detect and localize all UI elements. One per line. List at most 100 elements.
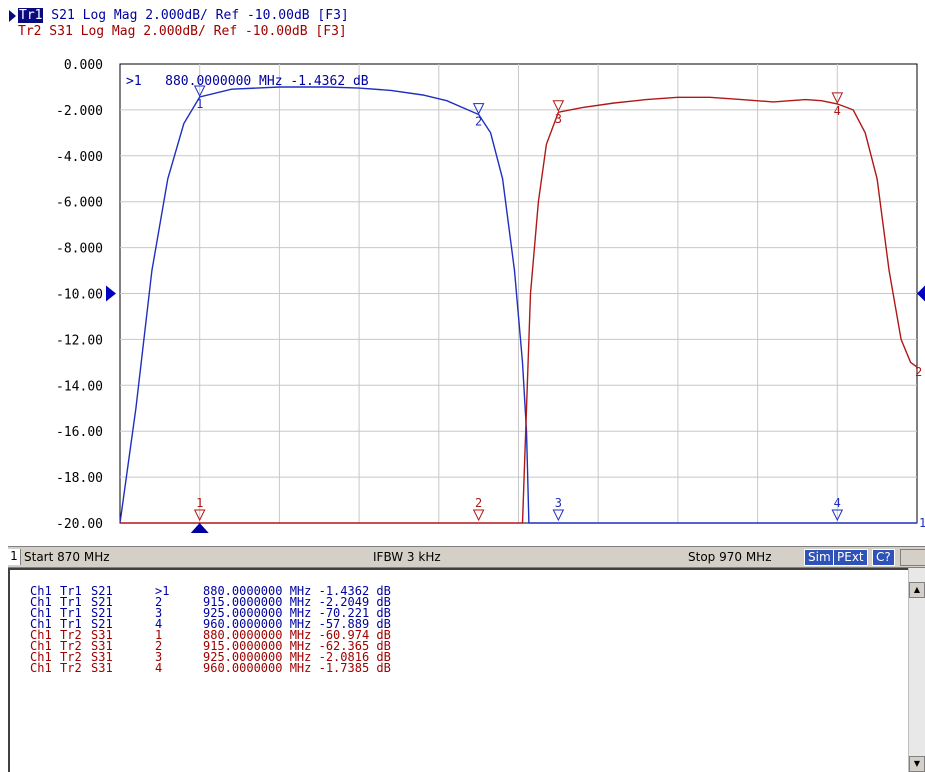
scroll-down-icon[interactable]: ▼ [909,756,925,772]
table-cell-tr: Tr1 [60,595,82,609]
ref-level-left-icon [106,285,116,302]
table-cell-value: 925.0000000 MHz -2.0816 dB [203,650,391,664]
table-cell-num: 2 [155,595,163,609]
marker-1-triangle [193,509,206,522]
trace1-tag[interactable]: Tr1 [18,8,44,23]
trace2-end-label: 2 [915,365,922,379]
table-cell-ch: Ch1 [30,584,52,598]
calibration-flag[interactable]: C? [872,549,895,566]
table-cell-ch: Ch1 [30,606,52,620]
table-cell-value: 915.0000000 MHz -2.2049 dB [203,595,391,609]
y-tick-label: -10.00 [56,288,103,303]
status-bar: 1 Start 870 MHz IFBW 3 kHz Stop 970 MHz … [8,546,925,568]
table-cell-value: 915.0000000 MHz -62.365 dB [203,639,391,653]
trace1-settings: S21 Log Mag 2.000dB/ Ref -10.00dB [F3] [43,8,349,23]
trace2-label[interactable]: Tr2 S31 Log Mag 2.000dB/ Ref -10.00dB [F… [18,24,347,39]
stop-frequency[interactable]: Stop 970 MHz [688,550,772,564]
marker-2-triangle [472,103,485,115]
marker-4-triangle [831,509,844,522]
table-cell-value: 880.0000000 MHz -1.4362 dB [203,584,391,598]
y-tick-label: -14.00 [56,379,103,394]
trace-markers: 1 2 3 4 1 2 3 4 [193,85,844,522]
table-cell-num: 4 [155,661,163,675]
sim-flag[interactable]: Sim [804,549,835,566]
trace-2-line [120,96,918,524]
table-cell-num: 4 [155,617,163,631]
port-extension-flag[interactable]: PExt [833,549,868,566]
marker-2-label: 2 [475,115,482,129]
marker-1-label: 1 [196,496,203,510]
y-tick-label: -8.000 [56,242,103,257]
scroll-up-icon[interactable]: ▲ [909,582,925,598]
trace-lines [119,86,918,524]
table-cell-tr: Tr1 [60,584,82,598]
table-cell-num: 3 [155,650,163,664]
table-cell-num: 2 [155,639,163,653]
table-cell-ch: Ch1 [30,595,52,609]
trace1-end-label: 1 [919,516,925,530]
active-trace-pointer-icon [9,10,16,22]
y-tick-label: -2.000 [56,104,103,119]
marker-2-label: 2 [475,496,482,510]
table-cell-tr: Tr2 [60,661,82,675]
table-cell-ch: Ch1 [30,639,52,653]
marker-3-triangle [552,509,565,522]
table-cell-value: 960.0000000 MHz -1.7385 dB [203,661,391,675]
trace-1-line [119,86,917,524]
marker-1-label: 1 [196,97,203,111]
y-tick-label: -6.000 [56,196,103,211]
table-cell-param: S21 [91,584,113,598]
channel-number[interactable]: 1 [8,549,21,565]
table-cell-ch: Ch1 [30,617,52,631]
start-frequency[interactable]: Start 870 MHz [24,550,110,564]
marker-3-triangle [552,100,565,112]
table-cell-num: 3 [155,606,163,620]
y-tick-label: 0.000 [64,58,103,73]
trace1-label[interactable]: Tr1 S21 Log Mag 2.000dB/ Ref -10.00dB [F… [18,8,349,24]
table-cell-param: S21 [91,595,113,609]
table-cell-tr: Tr2 [60,639,82,653]
table-cell-tr: Tr1 [60,617,82,631]
table-cell-tr: Tr2 [60,650,82,664]
y-tick-label: -18.00 [56,471,103,486]
plot-grid [120,64,917,523]
ref-level-right-icon [917,285,925,302]
table-cell-value: 880.0000000 MHz -60.974 dB [203,628,391,642]
table-cell-tr: Tr2 [60,628,82,642]
status-extra-button[interactable] [900,549,925,566]
active-marker-readout: >1 880.0000000 MHz -1.4362 dB [126,74,369,89]
y-tick-label: -20.00 [56,517,103,532]
trace-header: Tr1 S21 Log Mag 2.000dB/ Ref -10.00dB [F… [0,0,925,55]
measurement-plot: 0.000 -2.000 -4.000 -6.000 -8.000 -10.00 -12.0… [56,58,925,533]
table-cell-param: S31 [91,650,113,664]
table-cell-num: >1 [155,584,170,598]
y-tick-label: -16.00 [56,425,103,440]
table-cell-num: 1 [155,628,163,642]
y-axis-tick-labels: 0.000 -2.000 -4.000 -6.000 -8.000 -10.00 -12.0… [56,58,103,532]
table-cell-ch: Ch1 [30,661,52,675]
table-cell-value: 925.0000000 MHz -70.221 dB [203,606,391,620]
marker-4-label: 4 [834,104,841,118]
table-cell-value: 960.0000000 MHz -57.889 dB [203,617,391,631]
marker-4-label: 4 [834,496,841,510]
table-cell-ch: Ch1 [30,628,52,642]
table-cell-param: S21 [91,617,113,631]
reference-level-indicators: 12 [106,285,925,533]
y-tick-label: -4.000 [56,150,103,165]
active-marker-stimulus-icon [190,523,209,533]
marker-3-label: 3 [555,496,562,510]
marker-3-label: 3 [555,112,562,126]
table-cell-tr: Tr1 [60,606,82,620]
table-cell-param: S31 [91,628,113,642]
marker-4-triangle [831,92,844,105]
marker-1-triangle [193,85,206,98]
table-cell-param: S31 [91,661,113,675]
marker-table-scrollbar[interactable]: ▲ ▼ [908,568,925,772]
table-cell-param: S31 [91,639,113,653]
table-cell-param: S21 [91,606,113,620]
marker-2-triangle [472,509,485,522]
ifbw-setting[interactable]: IFBW 3 kHz [373,550,441,564]
marker-table: Ch1 Tr1 S21 >1 880.0000000 MHz -1.4362 dB Ch1… [8,568,908,772]
table-cell-ch: Ch1 [30,650,52,664]
